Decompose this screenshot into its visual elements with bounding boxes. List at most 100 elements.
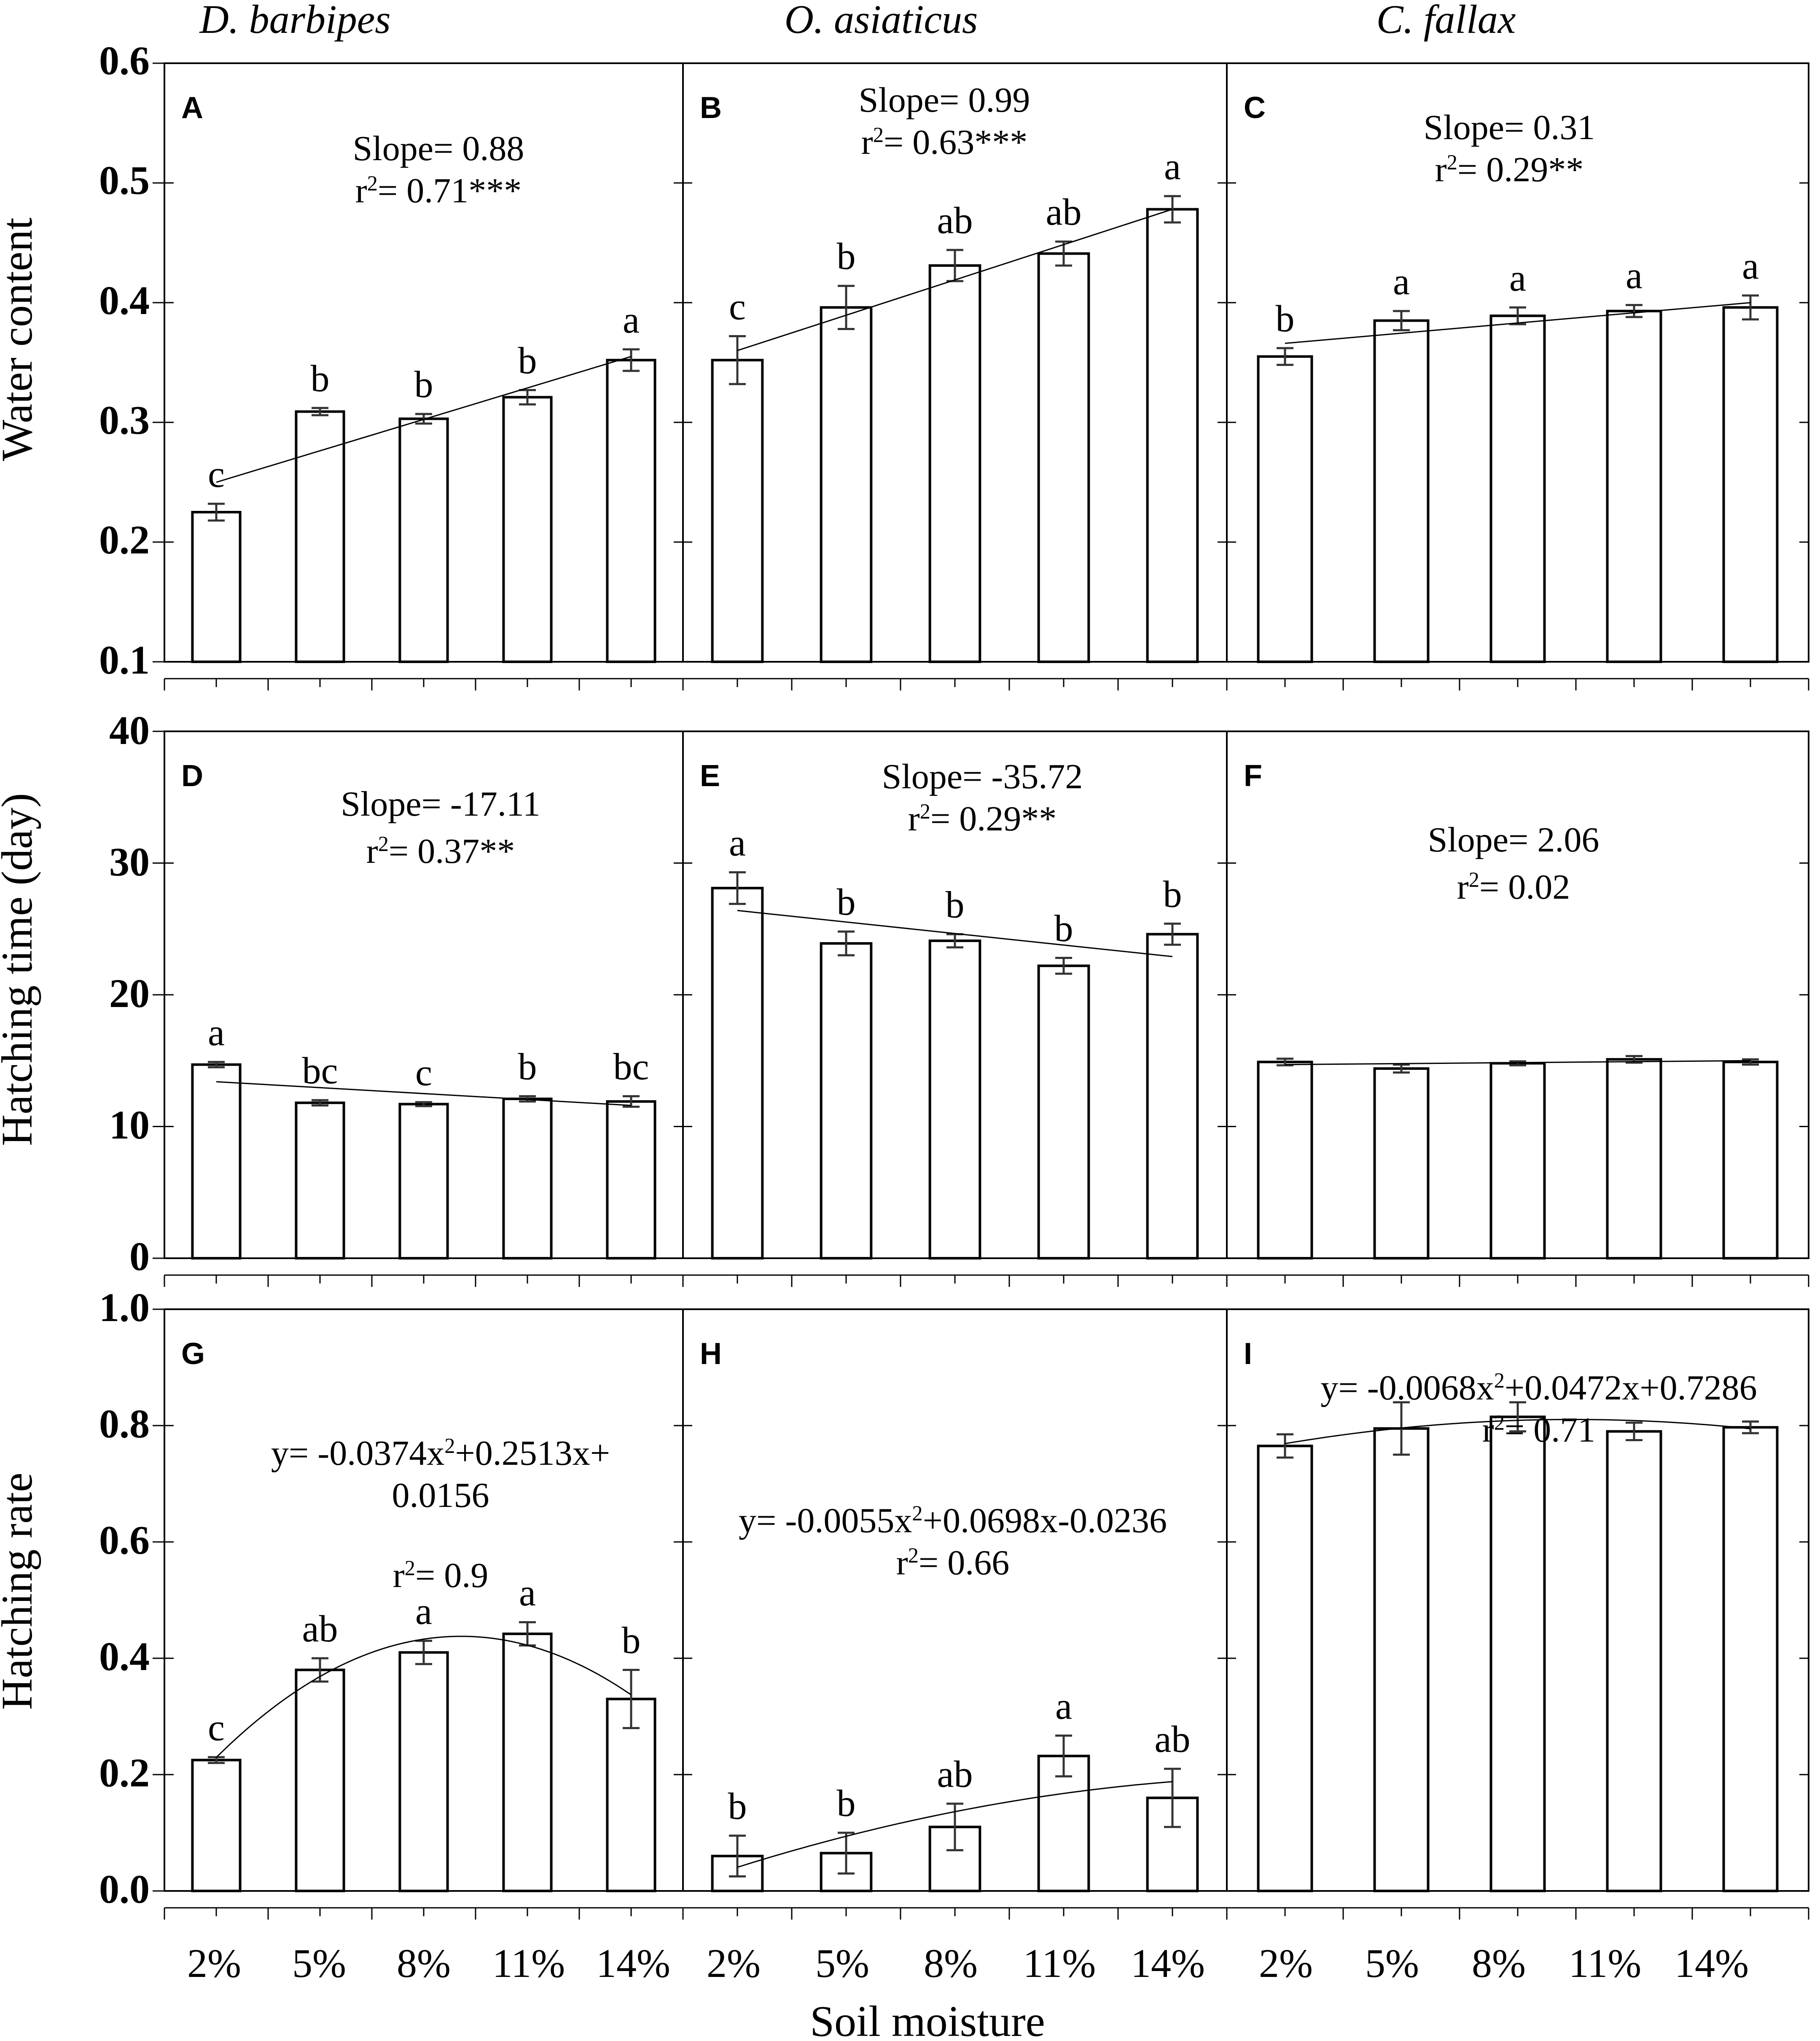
regression-annotation: r2= 0.37** [366,832,515,871]
x-category-label: 5% [815,1941,869,1986]
bar [1722,1061,1779,1260]
significance-letter: c [208,1707,225,1749]
regression-annotation: r2= 0.29** [1435,150,1584,189]
x-category-label: 11% [1569,1941,1641,1986]
y-axis-title-row-1: Water content [0,218,41,461]
y-tick-label: 0.6 [99,38,150,83]
significance-letter: a [623,299,640,341]
bar [711,359,764,663]
bar [191,1063,242,1260]
y-tick-labels-row-3: 0.0 0.2 0.4 0.6 0.8 1.0 [99,1285,150,1912]
x-category-label: 5% [292,1941,346,1986]
panel-letter: A [181,91,203,125]
panel-f: F Slope= 2.06 r2= 0.02 [1226,730,1809,1287]
bar [1373,1427,1430,1892]
bar [398,1651,449,1892]
bar [606,1697,656,1893]
regression-annotation: Slope= 2.06 [1428,820,1600,859]
panel-letter: B [700,91,722,125]
significance-letter: c [729,286,746,328]
y-tick-label: 10 [109,1102,150,1147]
y-tick-labels-row-2: 0 10 20 30 40 [109,708,150,1279]
x-category-label: 2% [1259,1941,1313,1986]
significance-letter: b [837,881,856,923]
fit-line [737,910,1173,957]
regression-annotation: Slope= -17.11 [341,784,540,824]
x-category-label: 11% [492,1941,565,1986]
bar [502,396,553,663]
x-category-label: 8% [397,1941,451,1986]
x-category-label: 14% [1131,1941,1205,1986]
significance-letter: a [1742,245,1759,287]
species-title-col-2: O. asiaticus [785,0,978,42]
x-category-label: 14% [1675,1941,1749,1986]
fit-line [737,209,1173,352]
significance-letter: a [1626,255,1643,297]
fit-curve [737,1781,1173,1868]
bar [606,359,656,663]
y-axis-title-row-3: Hatching rate [0,1472,41,1710]
regression-annotation: y= -0.0055x2+0.0698x-0.0236 [739,1501,1167,1540]
bar [606,1100,656,1260]
fit-curve [1285,1419,1751,1445]
panel-letter: G [181,1337,205,1371]
significance-letter: b [1276,298,1295,340]
significance-letter: ab [1155,1719,1191,1760]
significance-letter: b [518,340,537,381]
significance-letter: bc [302,1050,338,1092]
significance-letter: b [1163,873,1182,915]
y-tick-label: 0 [129,1234,150,1279]
bar [1257,355,1313,663]
significance-letter: a [415,1591,432,1633]
significance-letter: ab [937,200,973,242]
bar [1373,1067,1430,1260]
y-tick-label: 20 [109,971,150,1016]
x-category-label: 2% [187,1941,241,1986]
bar [1606,1058,1662,1260]
fit-curve [215,1635,632,1758]
fit-line [1285,1060,1751,1066]
regression-annotation: r2= 0.29** [908,799,1057,838]
y-tick-label: 0.5 [99,158,150,203]
significance-letter: b [1054,908,1073,950]
regression-annotation: r2= 0.71 [1482,1410,1596,1450]
bar [1489,1062,1546,1260]
x-category-labels: 2% 5% 8% 11% 14% 2% 5% 8% 11% 14% 2% 5% … [187,1941,1749,1986]
significance-letter: b [311,358,330,400]
significance-letter: ab [1046,191,1082,233]
significance-letter: bc [613,1046,649,1088]
bar [1257,1445,1313,1892]
regression-annotation: r2= 0.66 [896,1543,1010,1582]
significance-letter: a [1055,1686,1072,1727]
x-category-label: 11% [1023,1941,1096,1986]
bar [502,1633,553,1893]
x-category-label: 14% [596,1941,670,1986]
y-tick-label: 0.8 [99,1401,150,1446]
panel-letter: E [700,759,720,793]
y-tick-labels-row-1: 0.1 0.2 0.3 0.4 0.5 0.6 [99,38,150,682]
significance-letter: c [415,1052,432,1094]
species-title-col-3: C. fallax [1376,0,1516,42]
bar [1146,933,1199,1260]
significance-letter: a [208,1012,225,1053]
y-tick-label: 0.2 [99,1750,150,1795]
bar [1722,1426,1779,1892]
significance-letter: a [1509,257,1526,299]
y-tick-label: 0.3 [99,397,150,443]
regression-annotation: Slope= 0.31 [1424,108,1595,147]
bar [820,306,873,663]
significance-letter: a [519,1572,536,1614]
bar [295,1668,345,1893]
bar [1489,1415,1546,1892]
significance-letter: b [414,364,433,406]
regression-annotation: y= -0.0068x2+0.0472x+0.7286 [1320,1368,1757,1407]
regression-annotation: y= -0.0374x2+0.2513x+ [271,1434,610,1473]
bar [711,886,764,1260]
bar [1037,252,1090,663]
significance-letter: b [837,236,856,277]
regression-annotation: Slope= -35.72 [882,757,1083,796]
